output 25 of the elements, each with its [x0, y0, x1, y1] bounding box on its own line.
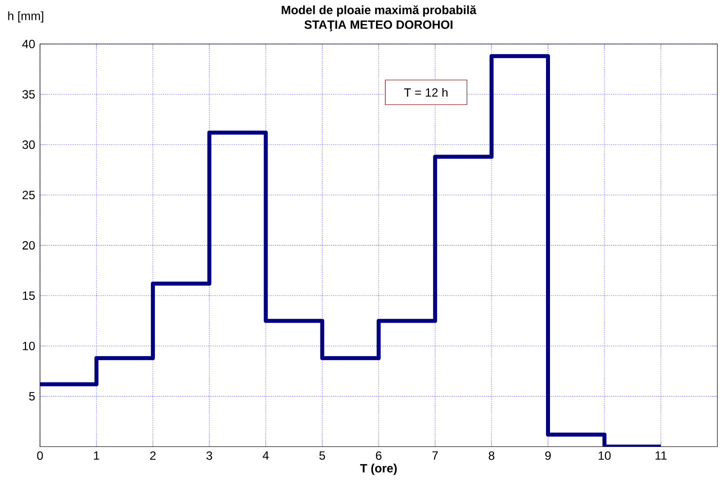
- x-tick-label: 9: [545, 452, 551, 460]
- y-tick-label: 5: [29, 392, 35, 401]
- x-axis-title: T (ore): [360, 464, 397, 476]
- x-tick-label: 8: [488, 452, 494, 460]
- x-tick-label: 6: [376, 452, 382, 460]
- y-tick-label: 30: [22, 140, 35, 150]
- x-tick-label: 5: [319, 452, 326, 460]
- annotation: T = 12 h: [404, 88, 448, 97]
- y-tick-label: 25: [22, 190, 35, 200]
- x-tick-label: 0: [37, 452, 43, 460]
- y-axis-title: h [mm]: [8, 12, 44, 23]
- y-tick-label: 40: [22, 40, 35, 48]
- x-tick-label: 10: [598, 452, 611, 460]
- chart-subtitle: STAŢIA METEO DOROHOI: [304, 20, 452, 32]
- chart-title: Model de ploaie maximă probabilă: [282, 5, 476, 17]
- x-tick-label: 4: [262, 452, 269, 460]
- x-tick-label: 11: [656, 452, 667, 460]
- y-tick-label: 20: [22, 241, 35, 250]
- y-tick-label: 10: [22, 342, 35, 350]
- y-tick-label: 15: [22, 292, 35, 300]
- y-tick-label: 35: [22, 90, 35, 99]
- x-tick-label: 3: [206, 452, 212, 460]
- x-tick-label: 1: [94, 452, 100, 460]
- x-tick-label: 7: [432, 452, 438, 460]
- x-tick-label: 2: [150, 452, 156, 460]
